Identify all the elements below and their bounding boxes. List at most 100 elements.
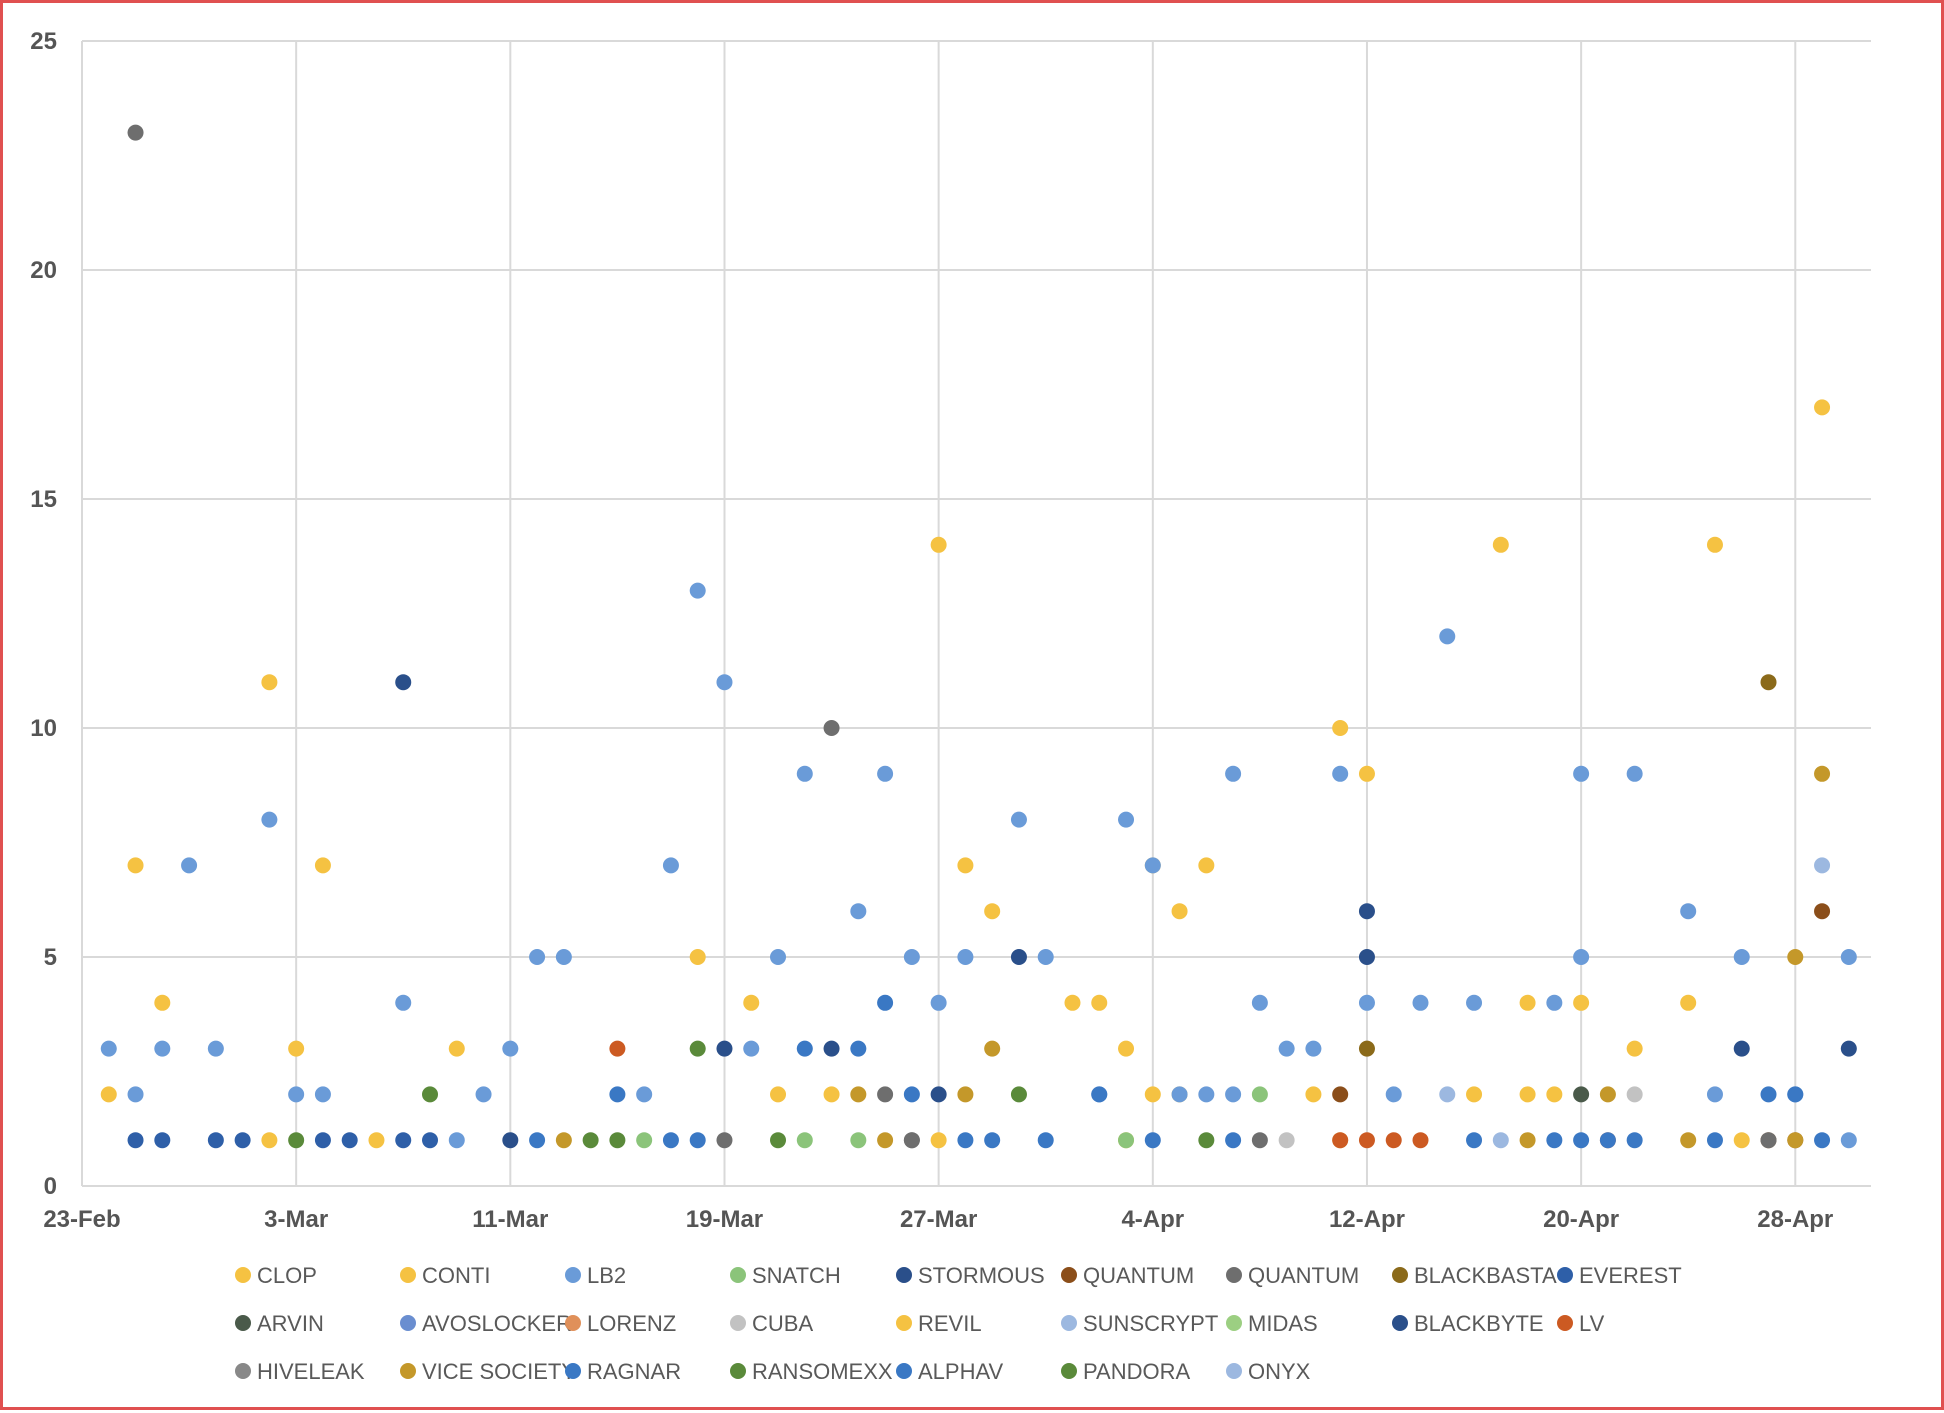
data-point <box>127 1132 144 1149</box>
data-point <box>1573 765 1590 782</box>
data-point <box>288 1040 305 1057</box>
data-point <box>1814 857 1831 874</box>
legend-item: LV <box>1557 1311 1605 1336</box>
data-point <box>930 994 947 1011</box>
data-point <box>1546 1132 1563 1149</box>
data-point <box>1439 628 1456 645</box>
data-point <box>984 1040 1001 1057</box>
data-point <box>850 1040 867 1057</box>
x-tick-label: 4-Apr <box>1121 1206 1184 1233</box>
legend-marker <box>1557 1267 1573 1283</box>
x-tick-label: 27-Mar <box>900 1206 977 1233</box>
data-point <box>636 1086 653 1103</box>
legend-label: SNATCH <box>752 1263 841 1288</box>
legend-item: ONYX <box>1226 1359 1311 1384</box>
data-point <box>1037 1132 1054 1149</box>
y-tick-label: 25 <box>30 28 57 55</box>
legend-label: MIDAS <box>1248 1311 1318 1336</box>
legend-item: QUANTUM <box>1226 1263 1359 1288</box>
legend-marker <box>565 1267 581 1283</box>
data-point <box>1091 1086 1108 1103</box>
data-point <box>1091 994 1108 1011</box>
data-point <box>1332 1132 1349 1149</box>
legend-item: STORMOUS <box>896 1263 1045 1288</box>
legend-label: CONTI <box>422 1263 490 1288</box>
data-point <box>100 1040 117 1057</box>
legend-item: LB2 <box>565 1263 626 1288</box>
data-point <box>154 1132 171 1149</box>
data-point <box>1733 1132 1750 1149</box>
legend-item: CLOP <box>235 1263 317 1288</box>
data-point <box>689 1132 706 1149</box>
data-point <box>877 1132 894 1149</box>
legend-label: LV <box>1579 1311 1605 1336</box>
data-point <box>288 1132 305 1149</box>
data-point <box>529 949 546 965</box>
data-point <box>850 1086 867 1103</box>
data-point <box>1198 857 1215 874</box>
y-tick-label: 5 <box>44 944 57 971</box>
x-tick-label: 3-Mar <box>264 1206 328 1233</box>
data-point <box>1466 994 1483 1011</box>
legend-label: CUBA <box>752 1311 813 1336</box>
data-point <box>1358 765 1375 782</box>
data-point <box>1680 903 1697 920</box>
x-tick-label: 28-Apr <box>1757 1206 1833 1233</box>
data-point <box>1733 949 1750 965</box>
data-point <box>395 674 412 691</box>
data-point <box>662 1132 679 1149</box>
legend-item: RAGNAR <box>565 1359 681 1384</box>
y-tick-label: 0 <box>44 1173 57 1200</box>
legend-marker <box>896 1267 912 1283</box>
legend-item: RANSOMEXX <box>730 1359 893 1384</box>
data-point <box>1519 1132 1536 1149</box>
legend-item: VICE SOCIETY <box>400 1359 576 1384</box>
data-point <box>957 1086 974 1103</box>
legend-marker <box>565 1315 581 1331</box>
data-point <box>422 1132 439 1149</box>
data-point <box>1278 1132 1295 1149</box>
x-axis-tick-labels: 23-Feb 3-Mar 11-Mar 19-Mar 27-Mar 4-Apr 12-Apr… <box>43 1206 1833 1233</box>
legend-marker <box>730 1363 746 1379</box>
data-point <box>877 765 894 782</box>
legend-label: ALPHAV <box>918 1359 1004 1384</box>
data-point <box>1171 903 1188 920</box>
data-point <box>1225 1086 1242 1103</box>
data-point <box>529 1132 546 1149</box>
data-point <box>609 1132 626 1149</box>
data-point <box>930 1086 947 1103</box>
data-point <box>1814 399 1831 416</box>
legend-marker <box>1226 1267 1242 1283</box>
data-point <box>1546 994 1563 1011</box>
data-point <box>1358 1132 1375 1149</box>
data-point <box>1814 765 1831 782</box>
legend-marker <box>896 1315 912 1331</box>
data-point <box>1118 1040 1135 1057</box>
data-point <box>100 1086 117 1103</box>
legend-marker <box>1061 1363 1077 1379</box>
data-point <box>1706 1132 1723 1149</box>
legend-item: QUANTUM <box>1061 1263 1194 1288</box>
legend-label: AVOSLOCKER <box>422 1311 572 1336</box>
legend-label: QUANTUM <box>1083 1263 1194 1288</box>
legend-label: REVIL <box>918 1311 982 1336</box>
legend-label: SUNSCRYPT <box>1083 1311 1218 1336</box>
data-point <box>1010 949 1027 965</box>
data-point <box>1037 949 1054 965</box>
legend-label: STORMOUS <box>918 1263 1045 1288</box>
data-point <box>984 903 1001 920</box>
data-point <box>181 857 198 874</box>
legend-item: AVOSLOCKER <box>400 1311 572 1336</box>
data-point <box>1626 1086 1643 1103</box>
data-point <box>716 1132 733 1149</box>
data-point <box>984 1132 1001 1149</box>
y-tick-label: 10 <box>30 715 57 742</box>
data-point <box>903 1132 920 1149</box>
legend-marker <box>400 1363 416 1379</box>
data-point <box>234 1132 251 1149</box>
data-point <box>957 857 974 874</box>
data-point <box>1546 1086 1563 1103</box>
data-point <box>1706 536 1723 553</box>
data-point <box>1064 994 1081 1011</box>
